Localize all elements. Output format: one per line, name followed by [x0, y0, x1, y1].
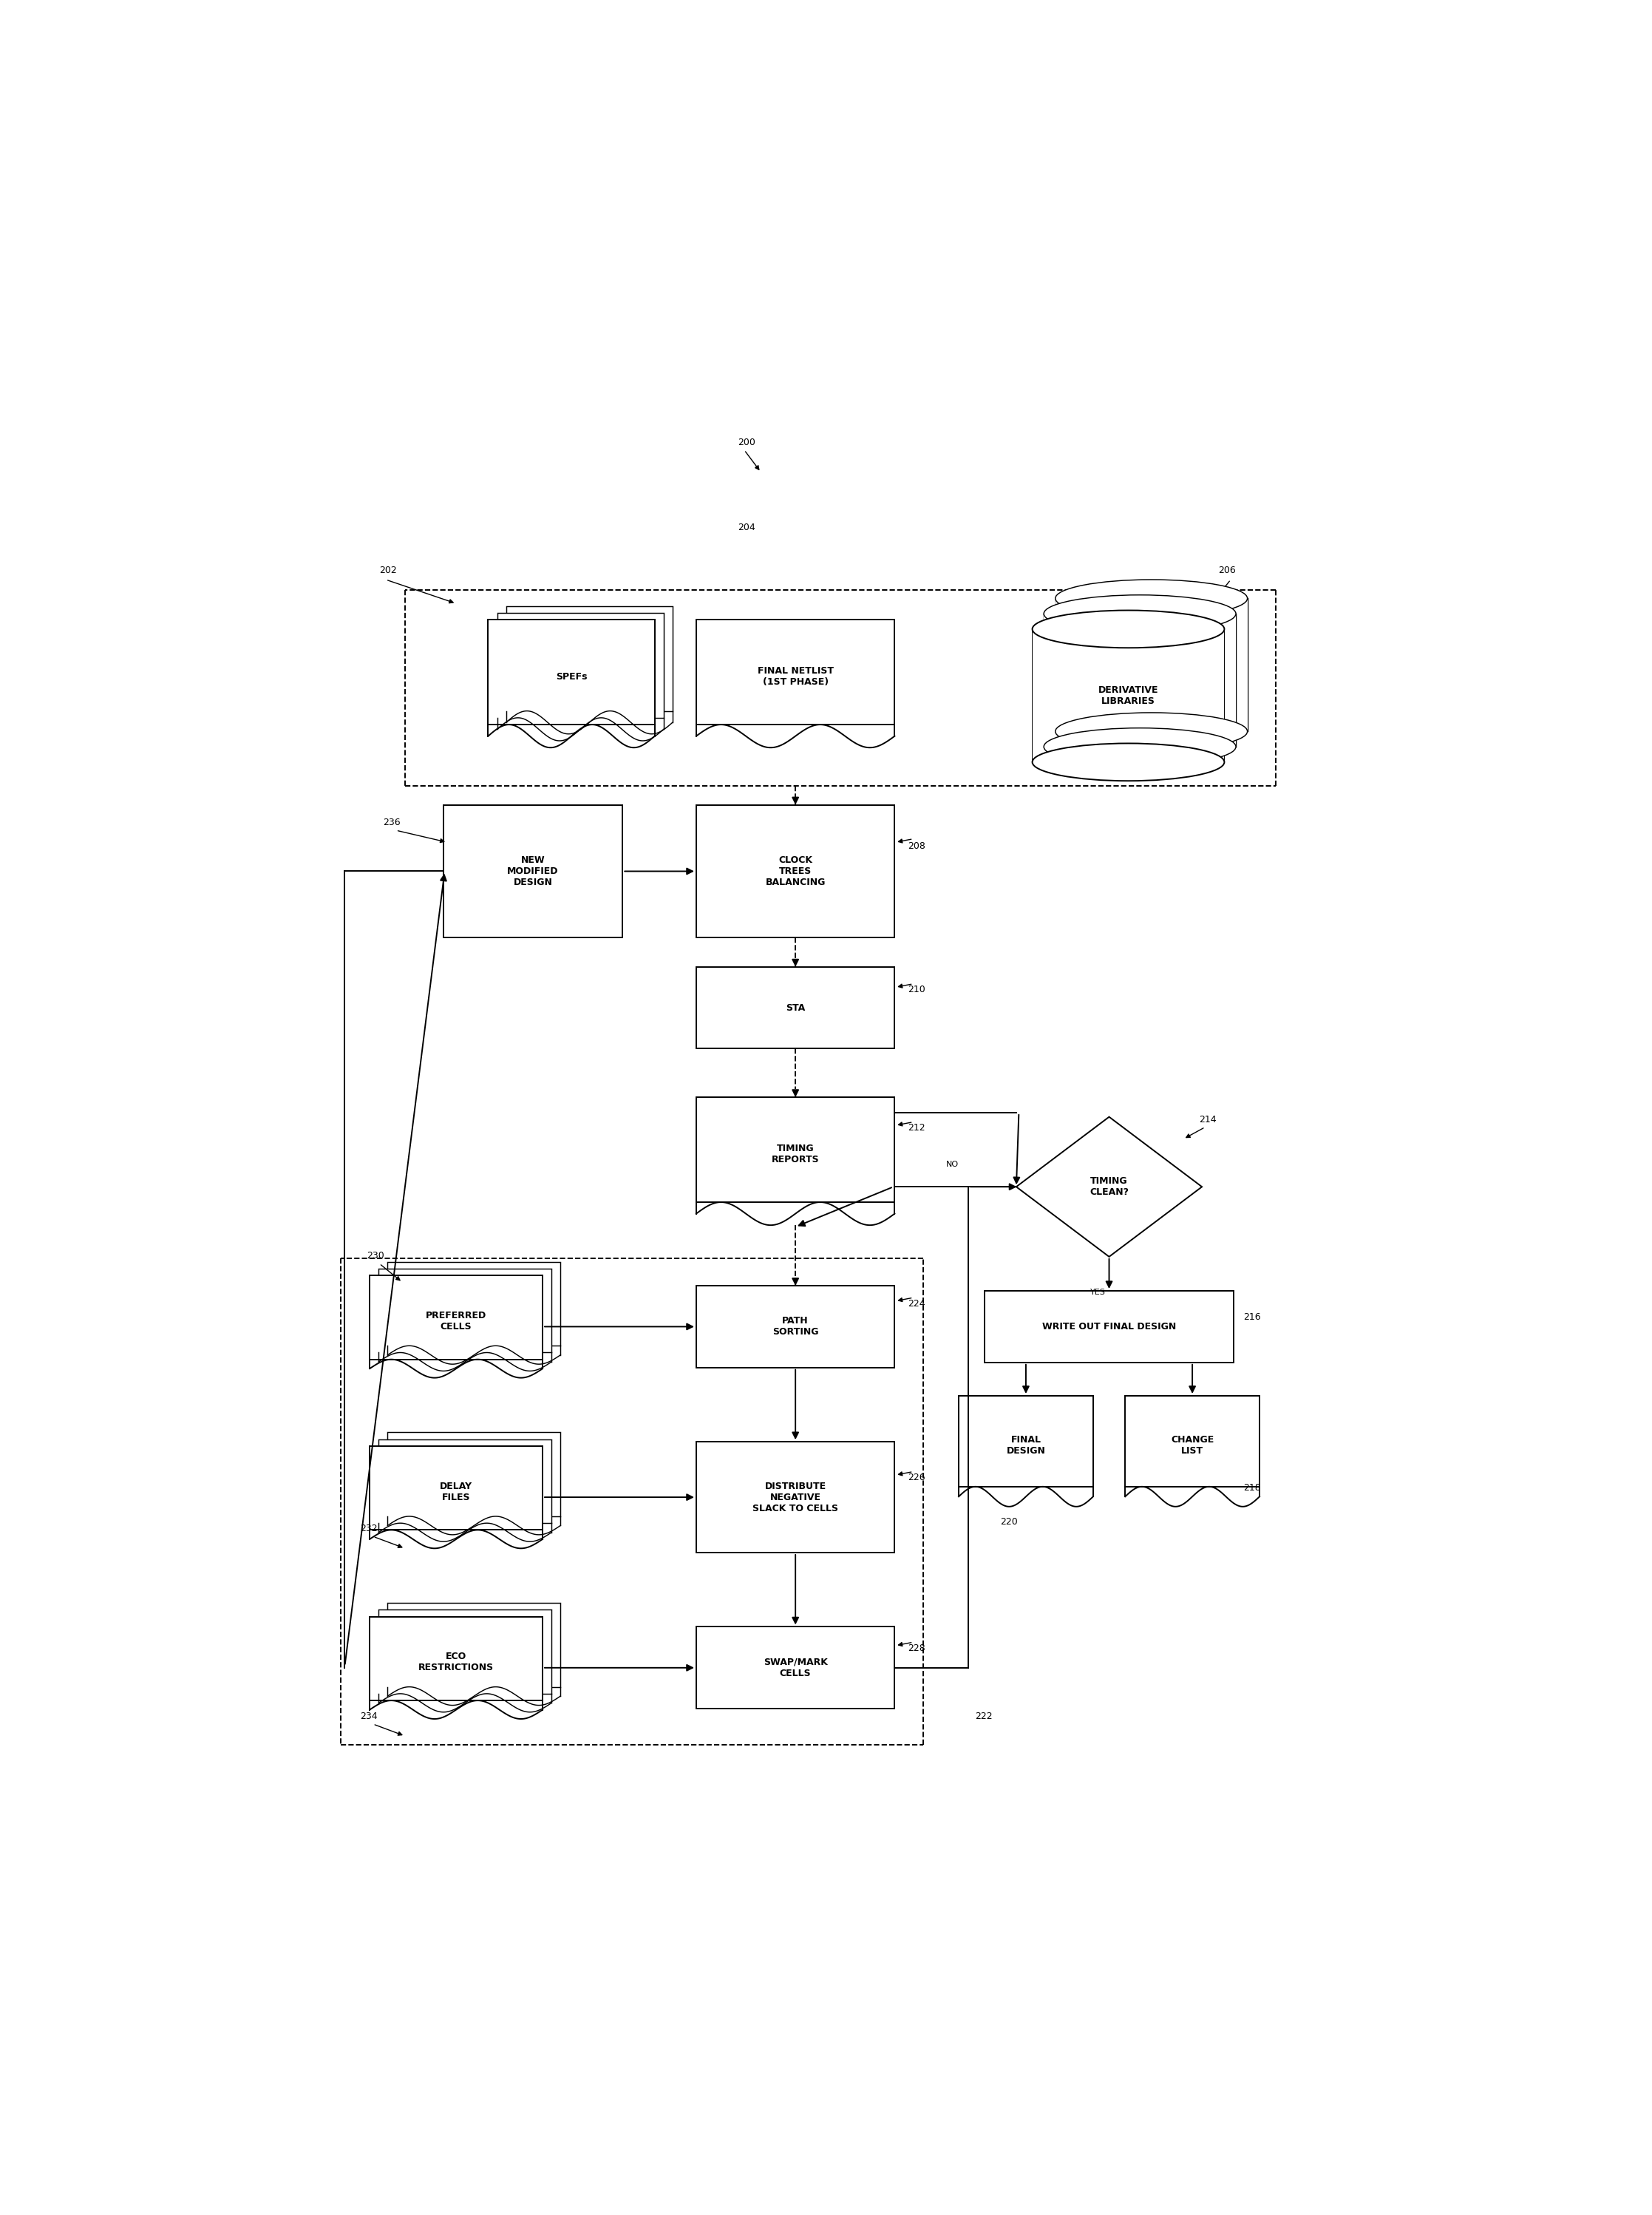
Text: 222: 222 [975, 1712, 993, 1721]
Text: 208: 208 [909, 842, 925, 851]
Text: SPEFs: SPEFs [555, 671, 586, 682]
FancyBboxPatch shape [1125, 1395, 1259, 1486]
Text: 224: 224 [909, 1298, 925, 1309]
FancyBboxPatch shape [695, 620, 895, 724]
Text: 230: 230 [367, 1251, 385, 1260]
FancyBboxPatch shape [388, 1433, 560, 1517]
Text: 210: 210 [909, 986, 925, 995]
FancyBboxPatch shape [1056, 598, 1247, 731]
Ellipse shape [1044, 729, 1236, 766]
Text: DELAY
FILES: DELAY FILES [439, 1482, 472, 1502]
Text: 206: 206 [1218, 565, 1236, 576]
Text: 212: 212 [909, 1123, 925, 1132]
Text: NEW
MODIFIED
DESIGN: NEW MODIFIED DESIGN [507, 855, 558, 888]
Text: CHANGE
LIST: CHANGE LIST [1171, 1435, 1214, 1455]
Ellipse shape [1032, 744, 1224, 782]
FancyBboxPatch shape [487, 620, 654, 724]
FancyBboxPatch shape [370, 1276, 542, 1360]
FancyBboxPatch shape [985, 1291, 1234, 1362]
Text: NO: NO [947, 1161, 958, 1167]
Ellipse shape [1056, 580, 1247, 618]
Text: DERIVATIVE
LIBRARIES: DERIVATIVE LIBRARIES [1099, 684, 1158, 707]
FancyBboxPatch shape [388, 1604, 560, 1688]
Text: 216: 216 [1244, 1313, 1260, 1322]
Text: YES: YES [1090, 1289, 1105, 1296]
Text: 202: 202 [380, 565, 396, 576]
FancyBboxPatch shape [497, 614, 664, 718]
FancyBboxPatch shape [695, 1442, 895, 1553]
Text: STA: STA [786, 1003, 805, 1012]
Text: TIMING
REPORTS: TIMING REPORTS [771, 1143, 819, 1165]
Text: 232: 232 [360, 1524, 378, 1533]
FancyBboxPatch shape [695, 1096, 895, 1203]
FancyBboxPatch shape [388, 1263, 560, 1347]
Text: 214: 214 [1199, 1114, 1216, 1125]
Text: 218: 218 [1244, 1484, 1260, 1493]
Text: SWAP/MARK
CELLS: SWAP/MARK CELLS [763, 1657, 828, 1679]
FancyBboxPatch shape [958, 1395, 1094, 1486]
Ellipse shape [1056, 580, 1247, 618]
Ellipse shape [1044, 596, 1236, 633]
FancyBboxPatch shape [378, 1610, 552, 1694]
FancyBboxPatch shape [378, 1269, 552, 1353]
Ellipse shape [1032, 611, 1224, 647]
Text: 234: 234 [360, 1712, 378, 1721]
Text: FINAL
DESIGN: FINAL DESIGN [1006, 1435, 1046, 1455]
Text: PREFERRED
CELLS: PREFERRED CELLS [426, 1311, 487, 1331]
Text: PATH
SORTING: PATH SORTING [773, 1316, 818, 1338]
Text: ECO
RESTRICTIONS: ECO RESTRICTIONS [418, 1652, 494, 1672]
Text: 226: 226 [909, 1473, 925, 1482]
FancyBboxPatch shape [506, 607, 672, 711]
Text: 200: 200 [738, 439, 755, 447]
FancyBboxPatch shape [695, 804, 895, 937]
Text: 228: 228 [909, 1644, 925, 1652]
FancyBboxPatch shape [1044, 614, 1236, 746]
FancyBboxPatch shape [443, 804, 623, 937]
Ellipse shape [1044, 596, 1236, 633]
FancyBboxPatch shape [1032, 629, 1224, 762]
FancyBboxPatch shape [370, 1617, 542, 1701]
Ellipse shape [1032, 611, 1224, 647]
Text: 204: 204 [738, 523, 755, 532]
FancyBboxPatch shape [370, 1446, 542, 1531]
FancyBboxPatch shape [695, 1285, 895, 1367]
Text: FINAL NETLIST
(1ST PHASE): FINAL NETLIST (1ST PHASE) [757, 667, 834, 687]
FancyBboxPatch shape [695, 1626, 895, 1708]
Text: TIMING
CLEAN?: TIMING CLEAN? [1090, 1176, 1128, 1196]
Text: 220: 220 [1001, 1517, 1018, 1526]
Text: WRITE OUT FINAL DESIGN: WRITE OUT FINAL DESIGN [1042, 1322, 1176, 1331]
Text: CLOCK
TREES
BALANCING: CLOCK TREES BALANCING [765, 855, 826, 888]
Text: 236: 236 [383, 817, 401, 828]
Text: DISTRIBUTE
NEGATIVE
SLACK TO CELLS: DISTRIBUTE NEGATIVE SLACK TO CELLS [753, 1482, 838, 1513]
FancyBboxPatch shape [378, 1440, 552, 1524]
FancyBboxPatch shape [695, 966, 895, 1048]
Ellipse shape [1056, 713, 1247, 751]
Polygon shape [1016, 1116, 1203, 1256]
